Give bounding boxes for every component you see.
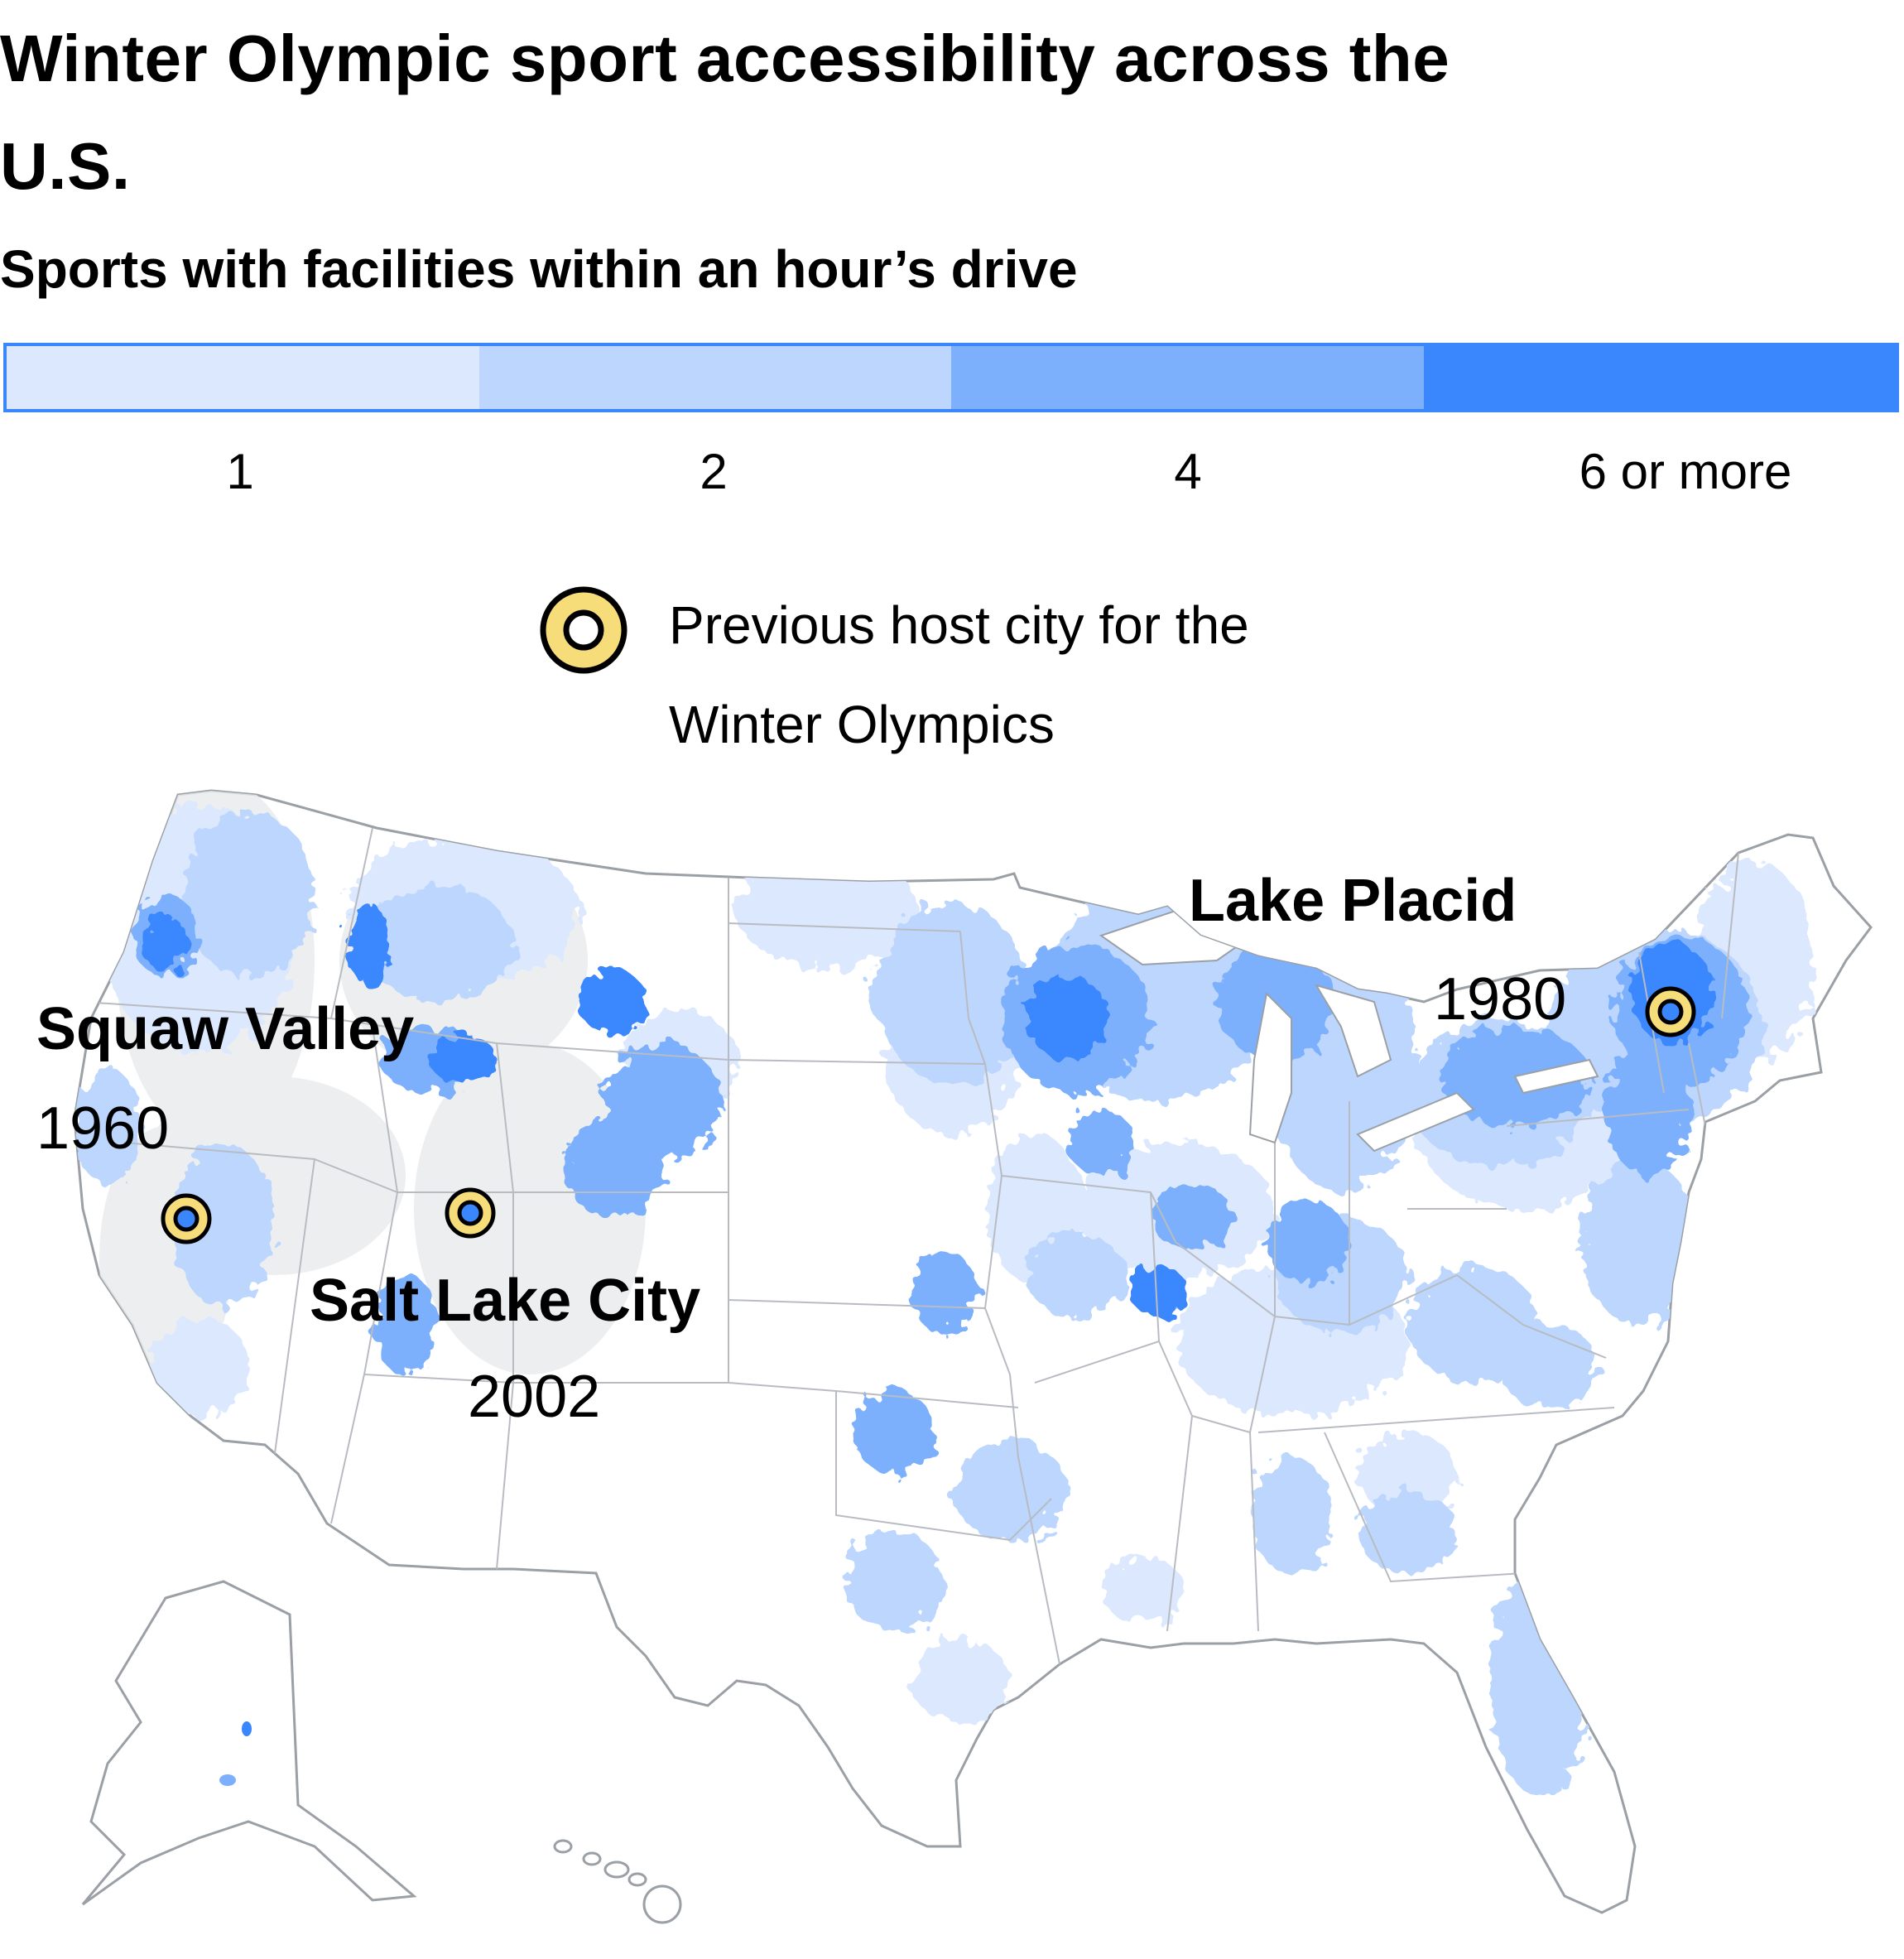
legend-swatch-6-or-more — [1423, 346, 1896, 409]
state-borders — [82, 827, 1739, 1665]
accessibility-areas — [75, 803, 1813, 1797]
lake-placid-label: Lake Placid — [1189, 868, 1517, 934]
alaska-access-area — [219, 1774, 236, 1786]
color-scale-legend — [3, 343, 1899, 412]
salt-lake-city-marker[interactable] — [444, 1186, 497, 1239]
legend-swatch-2 — [478, 346, 951, 409]
map-title: Winter Olympic sport accessibility acros… — [0, 22, 1450, 203]
salt-lake-city-year: 2002 — [468, 1364, 601, 1430]
legend-label-2: 2 — [700, 444, 728, 499]
alaska-land — [81, 1580, 417, 1906]
lake-placid-marker[interactable] — [1644, 985, 1697, 1038]
squaw-valley-year: 1960 — [36, 1095, 170, 1162]
host-city-legend-icon — [540, 586, 627, 674]
great-lakes — [1099, 909, 1599, 1153]
legend-swatch-1 — [7, 346, 479, 409]
host-city-legend-label: Previous host city for the Winter Olympi… — [669, 595, 1249, 754]
hawaii-land — [553, 1839, 682, 1924]
squaw-valley-marker[interactable] — [160, 1192, 213, 1245]
legend-swatch-4 — [951, 346, 1424, 409]
legend-label-6-or-more: 6 or more — [1579, 444, 1792, 499]
squaw-valley-label: Squaw Valley — [36, 996, 415, 1062]
legend-title: Sports with facilities within an hour’s … — [0, 239, 1078, 299]
legend-label-4: 4 — [1174, 444, 1202, 499]
salt-lake-city-label: Salt Lake City — [310, 1268, 701, 1334]
us-map — [73, 789, 1873, 1924]
alaska-access-area — [242, 1721, 252, 1736]
lake-placid-year: 1980 — [1434, 966, 1567, 1032]
legend-label-1: 1 — [226, 444, 254, 499]
